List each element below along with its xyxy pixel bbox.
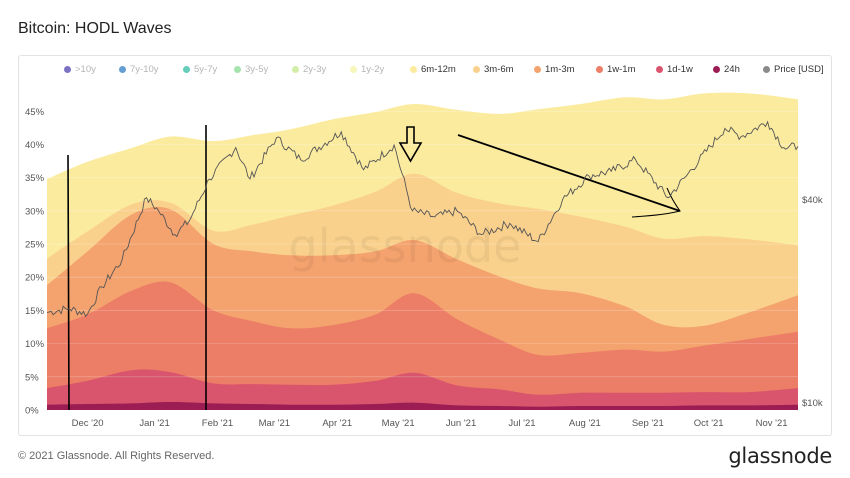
area-24h [47,402,798,410]
legend-item-5y-7y[interactable]: 5y-7y [183,64,217,75]
y-tick-label: 45% [25,107,45,118]
y-right-tick-label: $40k [802,195,823,206]
x-tick-label: Aug '21 [569,418,601,429]
legend-item-3m-6m[interactable]: 3m-6m [473,64,514,75]
x-tick-label: Mar '21 [259,418,290,429]
legend-item-1y-2y[interactable]: 1y-2y [350,64,384,75]
y-tick-label: 30% [25,206,45,217]
legend-label: 1y-2y [361,64,385,75]
x-tick-label: Apr '21 [322,418,352,429]
area-1w-1m [47,281,798,410]
legend-label: 6m-12m [421,64,456,75]
x-tick-label: Sep '21 [632,418,664,429]
annotation-vertical-line-1 [67,154,70,411]
legend-dot-icon [534,66,541,73]
legend-label: 3m-6m [484,64,514,75]
x-tick-label: Jan '21 [139,418,169,429]
legend-label: 7y-10y [130,64,159,75]
legend-item--10y[interactable]: >10y [64,64,96,75]
legend-label: 24h [724,64,740,75]
legend-item-price-usd-[interactable]: Price [USD] [763,64,824,75]
chart-watermark: glassnode [289,219,522,273]
x-tick-label: Jul '21 [508,418,535,429]
annotation-curve [631,187,681,218]
x-tick-label: Oct '21 [694,418,724,429]
annotation-down-arrow [398,126,423,163]
y-tick-label: 40% [25,140,45,151]
price-line [46,120,799,318]
legend-dot-icon [410,66,417,73]
legend-label: 1w-1m [607,64,636,75]
x-tick-label: Jun '21 [446,418,476,429]
page-title: Bitcoin: HODL Waves [18,20,172,37]
annotation-trend-line [457,134,681,212]
y-tick-label: 15% [25,306,45,317]
legend-label: 3y-5y [245,64,269,75]
legend-dot-icon [119,66,126,73]
legend-label: >10y [75,64,96,75]
x-axis: Dec '20 Jan '21 Feb '21 Mar '21 Apr '21 May '… [72,418,788,429]
y-tick-label: 20% [25,273,45,284]
legend-item-24h[interactable]: 24h [713,64,740,75]
legend-item-1m-3m[interactable]: 1m-3m [534,64,575,75]
legend-label: 5y-7y [194,64,218,75]
legend-dot-icon [763,66,770,73]
legend-item-6m-12m[interactable]: 6m-12m [410,64,456,75]
legend-label: 2y-3y [303,64,327,75]
legend-dot-icon [656,66,663,73]
legend-item-3y-5y[interactable]: 3y-5y [234,64,268,75]
legend-dot-icon [234,66,241,73]
x-tick-label: Nov '21 [756,418,788,429]
legend-label: 1m-3m [545,64,575,75]
legend-dot-icon [473,66,480,73]
area-layers [47,92,798,411]
legend-dot-icon [183,66,190,73]
legend-item-1d-1w[interactable]: 1d-1w [656,64,693,75]
legend-dot-icon [350,66,357,73]
copyright-footer: © 2021 Glassnode. All Rights Reserved. [18,450,215,462]
hand-drawn-annotations [67,125,681,411]
y-tick-label: 10% [25,339,45,350]
legend-dot-icon [64,66,71,73]
x-tick-label: Feb '21 [202,418,233,429]
y-axis-left: 0% 5% 10% 15% 20% 25% 30% 35% 40% 45% [25,107,45,417]
legend-dot-icon [596,66,603,73]
y-tick-label: 35% [25,173,45,184]
legend-item-7y-10y[interactable]: 7y-10y [119,64,159,75]
legend-dot-icon [292,66,299,73]
legend-label: 1d-1w [667,64,693,75]
chart-card [18,55,832,436]
legend-item-2y-3y[interactable]: 2y-3y [292,64,326,75]
glassnode-logo: glassnode [728,444,832,468]
legend-dot-icon [713,66,720,73]
chart-legend: >10y 7y-10y 5y-7y 3y-5y 2y-3y 1y-2y 6m-12m 3m-6… [0,64,850,78]
y-tick-label: 25% [25,240,45,251]
y-right-tick-label: $10k [802,398,823,409]
y-tick-label: 0% [25,406,39,417]
x-tick-label: Dec '20 [72,418,104,429]
area-1d-1w [47,369,798,410]
grid-lines [47,110,798,378]
legend-item-1w-1m[interactable]: 1w-1m [596,64,636,75]
legend-label: Price [USD] [774,64,824,75]
y-tick-label: 5% [25,372,39,383]
x-tick-label: May '21 [382,418,415,429]
y-axis-right: $10k $40k [802,195,823,409]
